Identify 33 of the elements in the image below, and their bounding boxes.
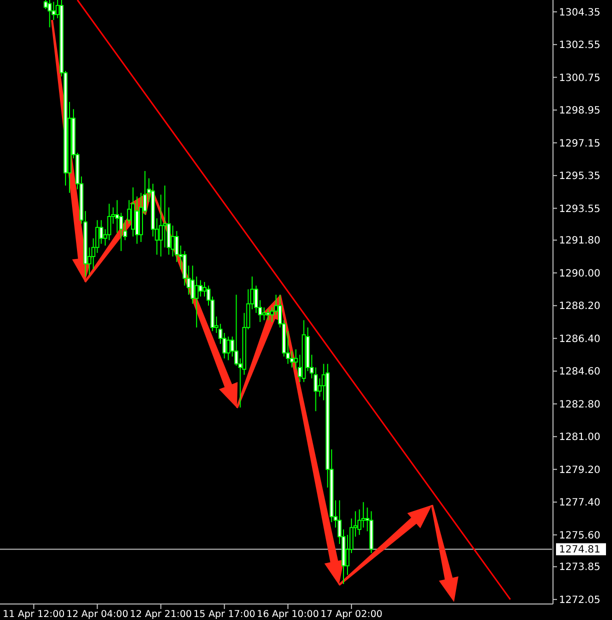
x-tick-label: 15 Apr 17:00 <box>193 609 256 620</box>
candlestick <box>194 276 199 328</box>
candlestick <box>48 0 52 28</box>
y-tick-label: 1281.00 <box>559 432 600 444</box>
y-tick-label: 1275.60 <box>559 530 600 542</box>
y-tick-label: 1279.20 <box>559 464 600 476</box>
candlestick <box>99 220 104 244</box>
y-tick-label: 1290.00 <box>559 268 600 280</box>
x-tick-label: 11 Apr 12:00 <box>2 609 65 620</box>
y-tick-label: 1297.15 <box>559 138 600 150</box>
y-tick-label: 1272.05 <box>559 594 600 606</box>
y-tick-label: 1300.75 <box>559 72 600 84</box>
y-tick-label: 1298.95 <box>559 106 600 117</box>
ref-line-label: 1274.81 <box>559 544 600 556</box>
x-tick-label: 17 Apr 02:00 <box>320 609 382 620</box>
candlestick <box>198 280 203 298</box>
y-tick-label: 1304.35 <box>559 7 600 18</box>
candlestick <box>226 336 230 361</box>
y-tick-label: 1293.55 <box>559 204 600 215</box>
y-tick-label: 1277.40 <box>559 498 600 509</box>
y-tick-label: 1291.80 <box>559 236 600 247</box>
y-tick-label: 1273.85 <box>559 562 600 574</box>
y-tick-label: 1282.80 <box>559 399 600 410</box>
y-tick-label: 1288.20 <box>559 301 600 312</box>
y-tick-label: 1295.35 <box>559 171 600 182</box>
x-tick-label: 12 Apr 21:00 <box>130 609 192 620</box>
x-tick-label: 12 Apr 04:00 <box>66 609 128 620</box>
x-tick-label: 16 Apr 10:00 <box>256 609 319 620</box>
candlestick <box>262 306 266 321</box>
candlestick <box>266 308 270 321</box>
y-tick-label: 1302.55 <box>559 40 600 52</box>
y-tick-label: 1286.40 <box>559 334 600 345</box>
y-tick-label: 1284.60 <box>559 366 600 378</box>
